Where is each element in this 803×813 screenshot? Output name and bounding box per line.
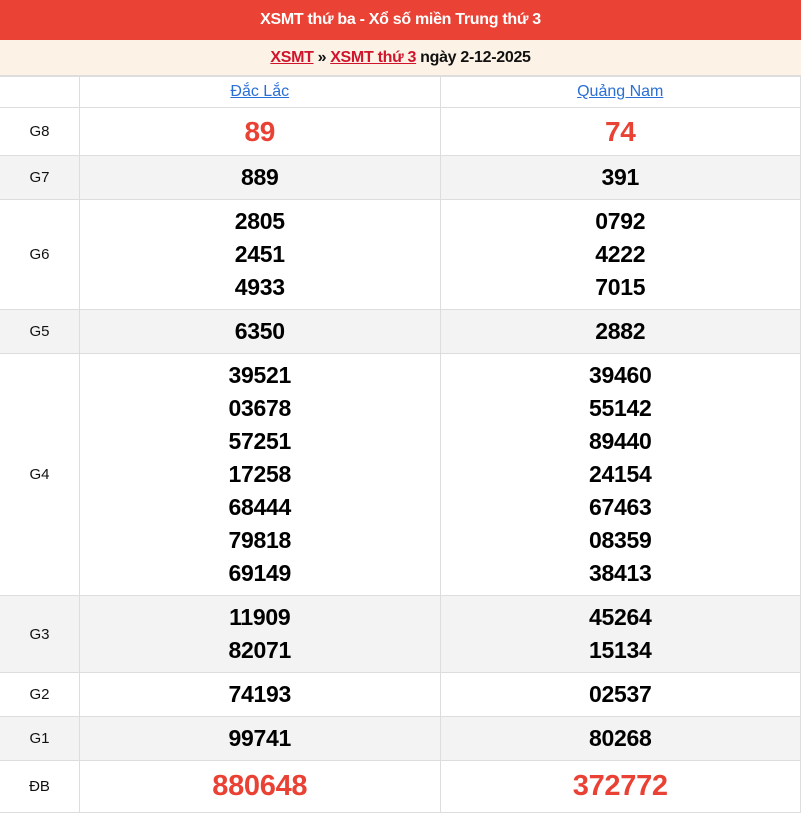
province-header: Đắc Lắc	[79, 76, 441, 108]
prize-number: 79818	[228, 527, 292, 553]
prize-number: 57251	[228, 428, 292, 454]
prize-number: 39460	[589, 362, 652, 388]
header-empty-cell	[0, 76, 80, 108]
prize-cell: 39521 03678 57251 17258 68444 79818 69149	[79, 353, 441, 596]
prize-number: 82071	[228, 637, 292, 663]
prize-number: 889	[241, 164, 279, 190]
prize-number: 89	[244, 116, 276, 147]
prize-label: G6	[0, 199, 80, 310]
prize-cell: 39460 55142 89440 24154 67463 08359 38413	[439, 353, 801, 596]
prize-label: G4	[0, 353, 80, 596]
prize-number: 74	[604, 116, 636, 147]
prize-number: 15134	[589, 637, 652, 663]
breadcrumb-xsmt-thu3-link[interactable]: XSMT thứ 3	[330, 48, 417, 66]
prize-number: 4933	[234, 274, 285, 300]
prize-label: G2	[0, 672, 80, 717]
prize-cell: 2882	[439, 309, 801, 354]
prize-label: ĐB	[0, 760, 80, 813]
prize-cell: 74	[439, 107, 801, 156]
prize-number: 0792	[595, 208, 646, 234]
prize-cell: 02537	[439, 672, 801, 717]
prize-row-g2: G2 74193 02537	[0, 672, 801, 717]
prize-number: 6350	[234, 318, 285, 344]
results-table: Đắc Lắc Quảng Nam G8 89 74 G7 889 391 G6 2805 24…	[0, 76, 801, 813]
prize-number: 80268	[589, 725, 652, 751]
prize-cell: 391	[439, 155, 801, 200]
prize-row-g7: G7 889 391	[0, 155, 801, 200]
prize-number: 11909	[229, 604, 291, 630]
breadcrumb-date: ngày 2-12-2025	[420, 48, 531, 66]
prize-cell: 2805 2451 4933	[79, 199, 441, 310]
prize-cell: 45264 15134	[439, 595, 801, 673]
prize-cell: 6350	[79, 309, 441, 354]
prize-number: 39521	[228, 362, 292, 388]
page-title: XSMT thứ ba - Xổ số miền Trung thứ 3	[0, 0, 801, 40]
prize-cell: 89	[79, 107, 441, 156]
prize-number: 24154	[589, 461, 652, 487]
prize-cell: 74193	[79, 672, 441, 717]
prize-cell: 889	[79, 155, 441, 200]
prize-number: 2805	[234, 208, 285, 234]
prize-row-g8: G8 89 74	[0, 107, 801, 156]
prize-cell: 99741	[79, 716, 441, 761]
province-link-dac-lac[interactable]: Đắc Lắc	[230, 83, 290, 100]
breadcrumb-xsmt-link[interactable]: XSMT	[270, 48, 314, 66]
prize-number: 391	[601, 164, 640, 190]
breadcrumb-separator: »	[317, 48, 327, 66]
prize-number: 2451	[234, 241, 285, 267]
prize-number: 74193	[228, 681, 292, 707]
prize-cell: 372772	[439, 760, 801, 813]
prize-number: 03678	[228, 395, 292, 421]
province-link-quang-nam[interactable]: Quảng Nam	[577, 83, 664, 100]
prize-number: 45264	[589, 604, 652, 630]
prize-number: 69149	[228, 560, 292, 586]
prize-number: 08359	[589, 527, 652, 553]
prize-number: 38413	[589, 560, 652, 586]
prize-row-g6: G6 2805 2451 4933 0792 4222 7015	[0, 199, 801, 310]
prize-cell: 80268	[439, 716, 801, 761]
prize-row-g1: G1 99741 80268	[0, 716, 801, 761]
prize-number: 99741	[228, 725, 292, 751]
table-header-row: Đắc Lắc Quảng Nam	[0, 76, 801, 108]
prize-label: G1	[0, 716, 80, 761]
prize-cell: 11909 82071	[79, 595, 441, 673]
prize-number: 02537	[589, 681, 652, 707]
prize-number: 372772	[572, 770, 668, 802]
prize-number: 68444	[228, 494, 292, 520]
prize-row-g4: G4 39521 03678 57251 17258 68444 79818 69149 394…	[0, 353, 801, 596]
prize-number: 17258	[228, 461, 292, 487]
prize-label: G8	[0, 107, 80, 156]
prize-number: 4222	[595, 241, 646, 267]
prize-row-g3: G3 11909 82071 45264 15134	[0, 595, 801, 673]
prize-number: 880648	[212, 770, 308, 802]
prize-row-đb: ĐB 880648 372772	[0, 760, 801, 813]
prize-number: 67463	[589, 494, 652, 520]
prize-label: G5	[0, 309, 80, 354]
prize-number: 55142	[589, 395, 652, 421]
prize-label: G7	[0, 155, 80, 200]
prize-cell: 0792 4222 7015	[439, 199, 801, 310]
prize-number: 89440	[589, 428, 652, 454]
prize-cell: 880648	[79, 760, 441, 813]
prize-label: G3	[0, 595, 80, 673]
prize-number: 7015	[595, 274, 646, 300]
province-header: Quảng Nam	[439, 76, 801, 108]
prize-row-g5: G5 6350 2882	[0, 309, 801, 354]
prize-number: 2882	[595, 318, 646, 344]
breadcrumb: XSMT » XSMT thứ 3 ngày 2-12-2025	[0, 40, 801, 76]
